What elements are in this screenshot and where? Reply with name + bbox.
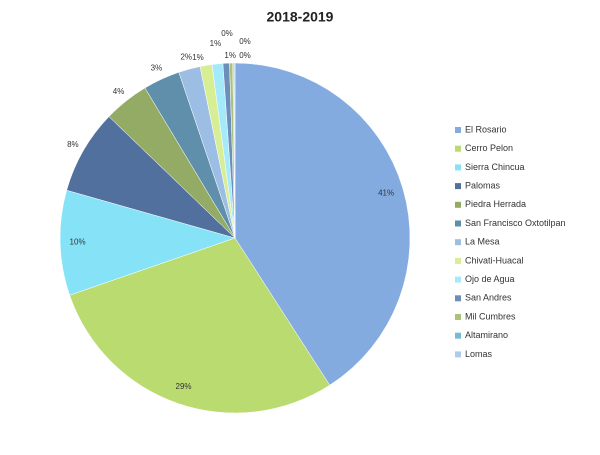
legend-label: Piedra Herrada <box>465 199 526 209</box>
legend-swatch <box>455 164 461 171</box>
chart-title: 2018-2019 <box>267 9 334 25</box>
data-label: 0% <box>221 29 233 38</box>
legend-swatch <box>455 276 461 283</box>
pie-slice <box>234 62 411 386</box>
legend-label: Ojo de Agua <box>465 274 515 284</box>
legend-label: San Francisco Oxtotilpan <box>465 218 566 228</box>
data-label: 4% <box>113 87 125 96</box>
legend-swatch <box>455 314 461 320</box>
legend-label: El Rosario <box>465 124 507 134</box>
legend-swatch <box>455 332 461 339</box>
legend-label: Altamirano <box>465 330 508 340</box>
legend-label: San Andres <box>465 293 512 303</box>
legend-label: Lomas <box>465 349 493 359</box>
data-label: 0% <box>239 37 251 46</box>
legend-label: Mil Cumbres <box>465 311 516 321</box>
legend-swatch <box>455 127 461 133</box>
pie-slice <box>233 62 236 239</box>
pie-slice <box>69 237 331 414</box>
legend-label: Palomas <box>465 180 501 190</box>
legend-swatch <box>455 295 461 302</box>
data-label: 1% <box>210 39 222 48</box>
data-label: 29% <box>176 382 192 391</box>
legend-swatch <box>455 183 461 190</box>
legend-swatch <box>455 145 461 152</box>
data-label: 41% <box>378 189 394 198</box>
data-label: 0% <box>239 51 251 60</box>
legend-swatch <box>455 201 461 208</box>
legend-swatch <box>455 257 461 264</box>
data-label: 2% <box>180 53 192 62</box>
data-label: 1% <box>224 51 236 60</box>
legend-label: La Mesa <box>465 237 500 247</box>
legend-label: Chivati-Huacal <box>465 255 524 265</box>
data-label: 3% <box>151 63 163 72</box>
pie-slice <box>59 189 236 296</box>
legend-swatch <box>455 239 461 246</box>
legend-label: Sierra Chincua <box>465 162 525 172</box>
data-label: 1% <box>192 53 204 62</box>
legend-swatch <box>455 220 461 227</box>
legend-label: Cerro Pelon <box>465 143 513 153</box>
data-label: 8% <box>67 140 79 149</box>
legend-swatch <box>455 351 461 358</box>
data-label: 10% <box>70 238 86 247</box>
